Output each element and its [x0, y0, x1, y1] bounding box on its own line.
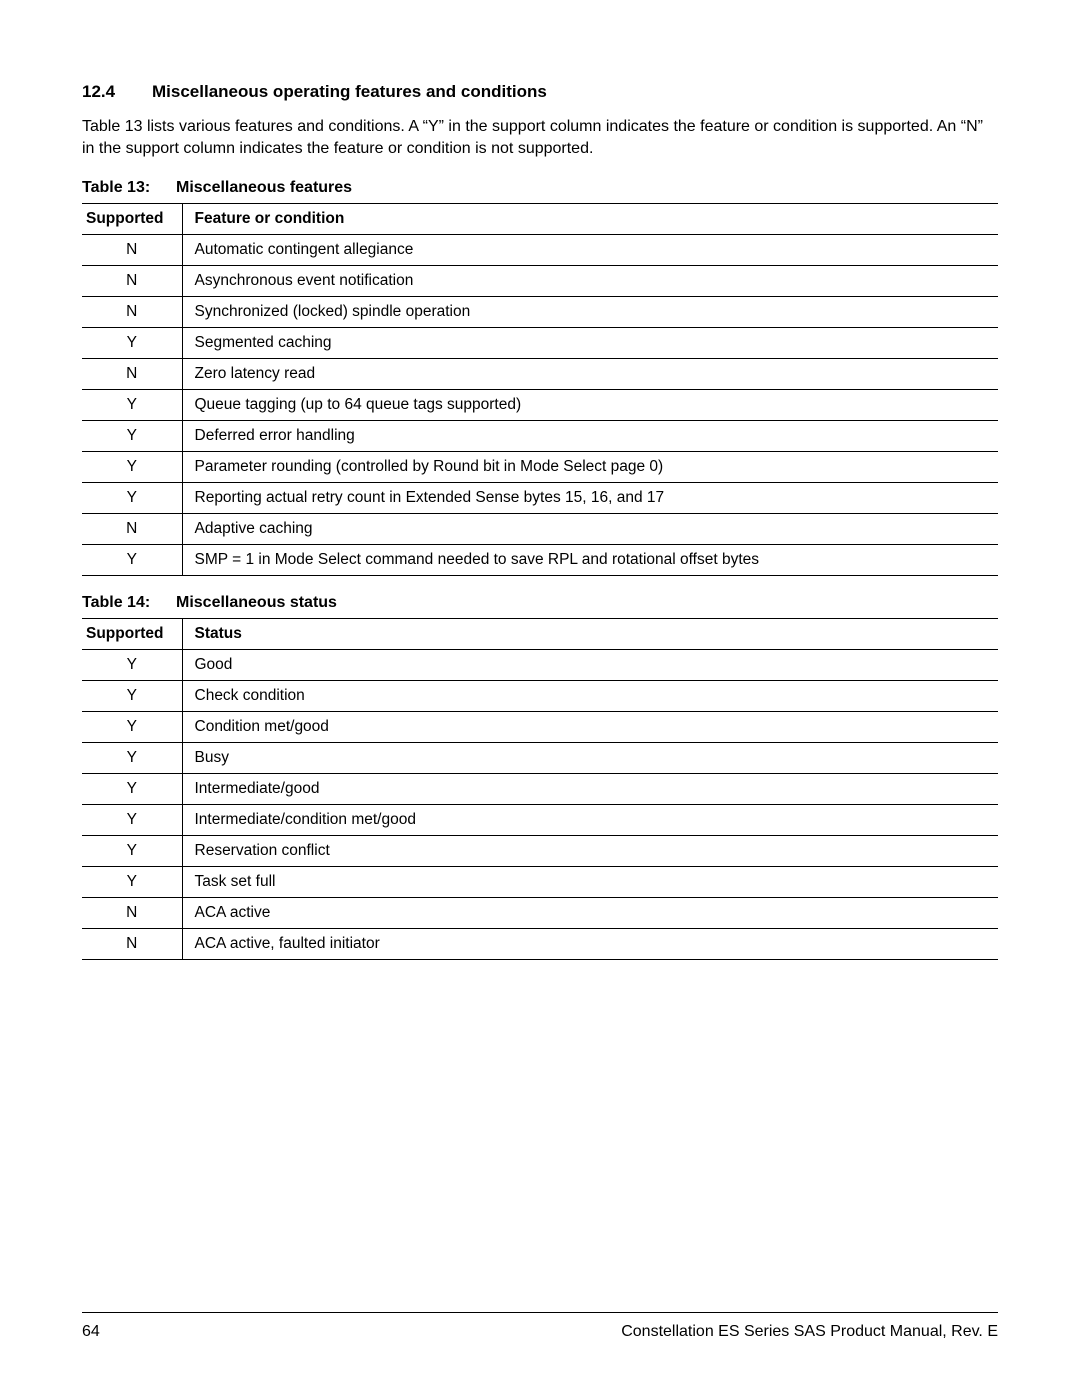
cell-supported: Y	[82, 452, 182, 483]
cell-supported: N	[82, 235, 182, 266]
cell-status: Condition met/good	[182, 712, 998, 743]
table-row: YTask set full	[82, 867, 998, 898]
cell-supported: Y	[82, 712, 182, 743]
cell-feature: Zero latency read	[182, 359, 998, 390]
page-footer: 64 Constellation ES Series SAS Product M…	[82, 1312, 998, 1341]
table14-caption: Table 14:Miscellaneous status	[82, 594, 998, 612]
table-row: NACA active, faulted initiator	[82, 929, 998, 960]
section-heading: 12.4Miscellaneous operating features and…	[82, 82, 998, 102]
cell-supported: Y	[82, 836, 182, 867]
cell-supported: Y	[82, 390, 182, 421]
table14-header-supported: Supported	[82, 619, 182, 650]
table13-caption: Table 13:Miscellaneous features	[82, 179, 998, 197]
table13-body: NAutomatic contingent allegianceNAsynchr…	[82, 235, 998, 576]
cell-status: Good	[182, 650, 998, 681]
cell-status: Busy	[182, 743, 998, 774]
cell-feature: Asynchronous event notification	[182, 266, 998, 297]
page-content: 12.4Miscellaneous operating features and…	[0, 0, 1080, 960]
cell-supported: N	[82, 514, 182, 545]
table-row: YSegmented caching	[82, 328, 998, 359]
page-number: 64	[82, 1323, 100, 1341]
cell-feature: SMP = 1 in Mode Select command needed to…	[182, 545, 998, 576]
table-row: NAutomatic contingent allegiance	[82, 235, 998, 266]
cell-supported: Y	[82, 328, 182, 359]
cell-status: ACA active	[182, 898, 998, 929]
table-row: YDeferred error handling	[82, 421, 998, 452]
cell-supported: Y	[82, 805, 182, 836]
cell-feature: Segmented caching	[182, 328, 998, 359]
table-row: YParameter rounding (controlled by Round…	[82, 452, 998, 483]
cell-status: Check condition	[182, 681, 998, 712]
table-row: YReservation conflict	[82, 836, 998, 867]
cell-status: Task set full	[182, 867, 998, 898]
cell-feature: Deferred error handling	[182, 421, 998, 452]
table14-caption-title: Miscellaneous status	[176, 594, 337, 611]
cell-feature: Queue tagging (up to 64 queue tags suppo…	[182, 390, 998, 421]
cell-status: Intermediate/condition met/good	[182, 805, 998, 836]
table-row: YCheck condition	[82, 681, 998, 712]
table14-caption-label: Table 14:	[82, 594, 176, 612]
table13-header-row: Supported Feature or condition	[82, 204, 998, 235]
table-row: NACA active	[82, 898, 998, 929]
table14-header-row: Supported Status	[82, 619, 998, 650]
section-title: Miscellaneous operating features and con…	[152, 82, 547, 101]
table14: Supported Status YGoodYCheck conditionYC…	[82, 618, 998, 960]
cell-supported: Y	[82, 681, 182, 712]
cell-feature: Synchronized (locked) spindle operation	[182, 297, 998, 328]
cell-feature: Reporting actual retry count in Extended…	[182, 483, 998, 514]
cell-feature: Parameter rounding (controlled by Round …	[182, 452, 998, 483]
cell-supported: N	[82, 266, 182, 297]
table13-header-feature: Feature or condition	[182, 204, 998, 235]
table-row: NAsynchronous event notification	[82, 266, 998, 297]
table14-body: YGoodYCheck conditionYCondition met/good…	[82, 650, 998, 960]
table-row: NZero latency read	[82, 359, 998, 390]
cell-feature: Adaptive caching	[182, 514, 998, 545]
cell-status: Intermediate/good	[182, 774, 998, 805]
cell-supported: Y	[82, 483, 182, 514]
cell-feature: Automatic contingent allegiance	[182, 235, 998, 266]
table-row: YQueue tagging (up to 64 queue tags supp…	[82, 390, 998, 421]
table-row: YGood	[82, 650, 998, 681]
cell-supported: Y	[82, 867, 182, 898]
table13-caption-label: Table 13:	[82, 179, 176, 197]
cell-supported: N	[82, 359, 182, 390]
cell-status: Reservation conflict	[182, 836, 998, 867]
table-row: YCondition met/good	[82, 712, 998, 743]
table-row: YBusy	[82, 743, 998, 774]
cell-supported: N	[82, 929, 182, 960]
section-number: 12.4	[82, 82, 152, 102]
intro-paragraph: Table 13 lists various features and cond…	[82, 116, 998, 159]
table-row: YIntermediate/condition met/good	[82, 805, 998, 836]
cell-supported: Y	[82, 545, 182, 576]
cell-supported: Y	[82, 650, 182, 681]
table13-header-supported: Supported	[82, 204, 182, 235]
cell-supported: N	[82, 297, 182, 328]
table-row: NSynchronized (locked) spindle operation	[82, 297, 998, 328]
table-row: NAdaptive caching	[82, 514, 998, 545]
table13: Supported Feature or condition NAutomati…	[82, 203, 998, 576]
table14-header-status: Status	[182, 619, 998, 650]
table-row: YIntermediate/good	[82, 774, 998, 805]
table-row: YReporting actual retry count in Extende…	[82, 483, 998, 514]
doc-title: Constellation ES Series SAS Product Manu…	[621, 1323, 998, 1341]
cell-status: ACA active, faulted initiator	[182, 929, 998, 960]
cell-supported: N	[82, 898, 182, 929]
cell-supported: Y	[82, 743, 182, 774]
table13-caption-title: Miscellaneous features	[176, 179, 352, 196]
cell-supported: Y	[82, 421, 182, 452]
cell-supported: Y	[82, 774, 182, 805]
table-row: YSMP = 1 in Mode Select command needed t…	[82, 545, 998, 576]
